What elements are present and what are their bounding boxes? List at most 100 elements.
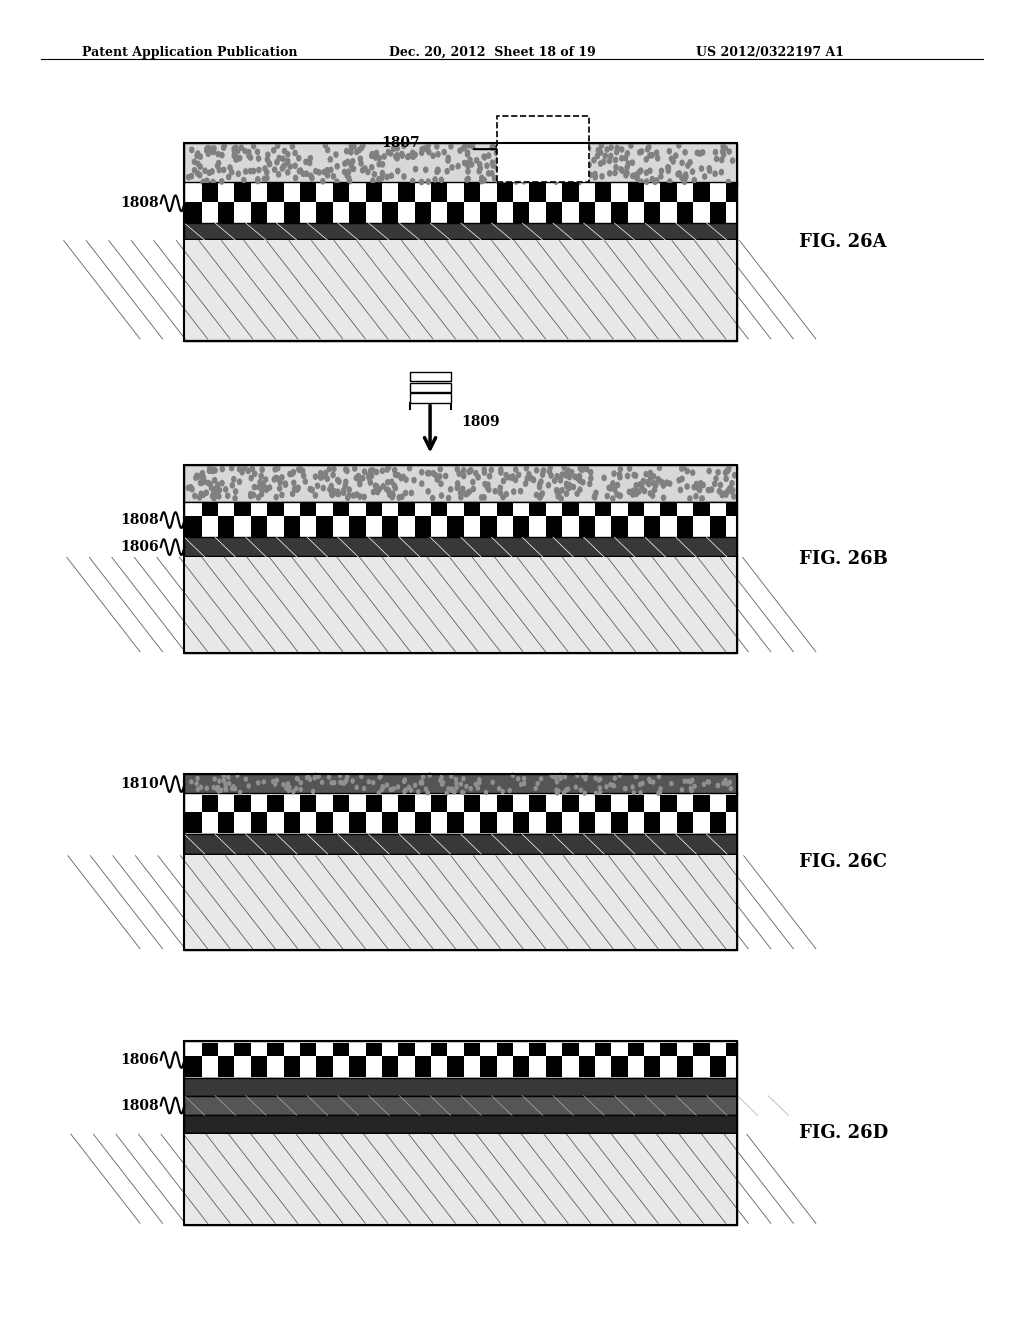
Circle shape [635, 174, 639, 180]
Circle shape [511, 474, 515, 479]
Circle shape [639, 180, 643, 185]
Circle shape [708, 168, 712, 173]
Circle shape [271, 779, 274, 783]
Circle shape [336, 478, 340, 483]
Circle shape [230, 483, 234, 488]
Circle shape [401, 143, 406, 148]
Circle shape [466, 164, 470, 169]
Circle shape [602, 475, 606, 480]
Bar [595, 503, 611, 516]
Circle shape [497, 180, 501, 185]
Circle shape [222, 779, 225, 783]
Circle shape [647, 144, 651, 149]
Bar [184, 182, 737, 224]
Circle shape [482, 470, 486, 475]
Circle shape [262, 176, 266, 181]
Circle shape [727, 149, 731, 154]
Circle shape [493, 176, 497, 181]
Bar [677, 812, 693, 833]
Circle shape [399, 494, 403, 499]
Circle shape [326, 148, 330, 153]
Circle shape [222, 143, 226, 148]
Circle shape [247, 149, 251, 154]
Circle shape [426, 143, 430, 148]
Bar [579, 202, 595, 223]
Circle shape [276, 172, 281, 177]
Circle shape [213, 777, 216, 781]
Circle shape [693, 784, 696, 788]
Circle shape [342, 487, 346, 492]
Circle shape [298, 168, 302, 173]
Circle shape [500, 173, 504, 178]
Bar [218, 516, 234, 537]
Circle shape [392, 787, 395, 791]
Circle shape [249, 475, 253, 480]
Circle shape [322, 474, 326, 479]
Circle shape [690, 169, 694, 174]
Circle shape [332, 488, 336, 494]
Bar [316, 812, 333, 833]
Text: 1808: 1808 [120, 197, 159, 210]
Circle shape [275, 477, 280, 482]
Circle shape [565, 483, 569, 488]
Circle shape [208, 465, 212, 470]
Circle shape [445, 169, 450, 174]
Circle shape [548, 465, 552, 470]
Circle shape [393, 473, 397, 478]
Circle shape [466, 176, 470, 181]
Circle shape [456, 484, 460, 490]
Circle shape [555, 474, 559, 479]
Circle shape [605, 785, 608, 789]
Circle shape [211, 180, 215, 185]
Bar [184, 537, 737, 557]
Circle shape [255, 149, 259, 154]
Circle shape [474, 471, 478, 477]
Circle shape [256, 495, 260, 500]
Circle shape [210, 169, 214, 174]
Bar [677, 202, 693, 223]
Bar [431, 795, 447, 812]
Circle shape [284, 480, 288, 486]
Circle shape [479, 176, 483, 181]
Circle shape [233, 787, 237, 791]
Circle shape [482, 154, 486, 160]
Circle shape [641, 478, 645, 483]
Circle shape [548, 176, 552, 181]
Circle shape [581, 467, 585, 473]
Circle shape [446, 787, 450, 791]
Bar [366, 795, 382, 812]
Circle shape [614, 149, 618, 154]
Circle shape [333, 780, 336, 784]
Circle shape [730, 158, 734, 164]
Circle shape [202, 478, 206, 483]
Circle shape [296, 486, 300, 491]
Circle shape [720, 492, 724, 498]
Circle shape [627, 161, 631, 166]
Bar [267, 795, 284, 812]
Bar [628, 503, 644, 516]
Circle shape [609, 783, 612, 787]
Circle shape [414, 783, 417, 787]
Circle shape [428, 774, 431, 777]
Circle shape [668, 180, 672, 185]
Circle shape [342, 781, 345, 785]
Circle shape [375, 484, 379, 490]
Circle shape [215, 787, 218, 791]
Circle shape [389, 173, 393, 178]
Circle shape [243, 465, 247, 470]
Circle shape [729, 787, 732, 791]
Circle shape [607, 170, 611, 176]
Circle shape [555, 487, 559, 492]
Circle shape [375, 487, 379, 492]
Circle shape [390, 495, 394, 500]
Circle shape [618, 466, 623, 471]
Circle shape [726, 467, 730, 473]
Circle shape [240, 470, 244, 475]
Bar [184, 1041, 737, 1078]
Bar [184, 223, 737, 240]
Bar [677, 516, 693, 537]
Circle shape [496, 165, 500, 170]
Circle shape [328, 487, 332, 492]
Circle shape [688, 496, 692, 502]
Circle shape [403, 491, 408, 496]
